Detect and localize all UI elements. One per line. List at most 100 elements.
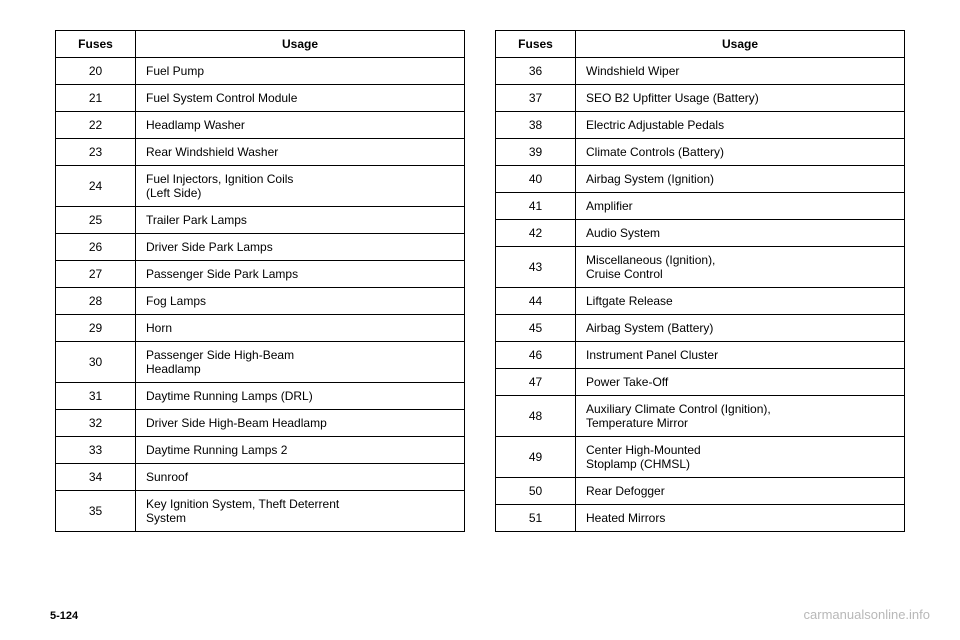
table-row: 25Trailer Park Lamps <box>56 207 465 234</box>
table-row: 23Rear Windshield Washer <box>56 139 465 166</box>
header-fuses: Fuses <box>56 31 136 58</box>
fuse-number: 29 <box>56 315 136 342</box>
fuse-number: 39 <box>496 139 576 166</box>
fuse-number: 43 <box>496 247 576 288</box>
table-row: 29Horn <box>56 315 465 342</box>
table-row: 33Daytime Running Lamps 2 <box>56 437 465 464</box>
fuse-usage: Daytime Running Lamps 2 <box>136 437 465 464</box>
header-usage: Usage <box>576 31 905 58</box>
fuse-usage: Rear Defogger <box>576 478 905 505</box>
fuse-usage: Amplifier <box>576 193 905 220</box>
fuse-usage: Horn <box>136 315 465 342</box>
table-row: 40Airbag System (Ignition) <box>496 166 905 193</box>
fuse-usage: SEO B2 Upfitter Usage (Battery) <box>576 85 905 112</box>
fuse-usage: Daytime Running Lamps (DRL) <box>136 383 465 410</box>
fuse-number: 38 <box>496 112 576 139</box>
fuse-number: 48 <box>496 396 576 437</box>
fuse-usage: Auxiliary Climate Control (Ignition),Tem… <box>576 396 905 437</box>
fuse-number: 28 <box>56 288 136 315</box>
fuse-usage: Rear Windshield Washer <box>136 139 465 166</box>
fuse-number: 51 <box>496 505 576 532</box>
table-row: 24Fuel Injectors, Ignition Coils(Left Si… <box>56 166 465 207</box>
fuse-number: 49 <box>496 437 576 478</box>
fuse-usage: Trailer Park Lamps <box>136 207 465 234</box>
fuse-usage: Climate Controls (Battery) <box>576 139 905 166</box>
table-row: 34Sunroof <box>56 464 465 491</box>
fuse-number: 45 <box>496 315 576 342</box>
fuse-number: 46 <box>496 342 576 369</box>
fuse-number: 20 <box>56 58 136 85</box>
fuse-usage: Driver Side High-Beam Headlamp <box>136 410 465 437</box>
table-row: 31Daytime Running Lamps (DRL) <box>56 383 465 410</box>
fuse-usage: Airbag System (Ignition) <box>576 166 905 193</box>
table-row: 32Driver Side High-Beam Headlamp <box>56 410 465 437</box>
fuse-number: 26 <box>56 234 136 261</box>
table-row: 46Instrument Panel Cluster <box>496 342 905 369</box>
fuse-number: 36 <box>496 58 576 85</box>
fuse-number: 23 <box>56 139 136 166</box>
fuse-number: 34 <box>56 464 136 491</box>
table-row: 48Auxiliary Climate Control (Ignition),T… <box>496 396 905 437</box>
fuse-number: 32 <box>56 410 136 437</box>
table-row: 20Fuel Pump <box>56 58 465 85</box>
table-row: 38Electric Adjustable Pedals <box>496 112 905 139</box>
fuse-usage: Airbag System (Battery) <box>576 315 905 342</box>
fuse-usage: Electric Adjustable Pedals <box>576 112 905 139</box>
fuse-number: 50 <box>496 478 576 505</box>
fuse-number: 40 <box>496 166 576 193</box>
fuse-usage: Driver Side Park Lamps <box>136 234 465 261</box>
table-row: 26Driver Side Park Lamps <box>56 234 465 261</box>
fuse-usage: Fog Lamps <box>136 288 465 315</box>
fuse-number: 30 <box>56 342 136 383</box>
fuse-number: 31 <box>56 383 136 410</box>
left-table-body: 20Fuel Pump21Fuel System Control Module2… <box>56 58 465 532</box>
fuse-usage: Heated Mirrors <box>576 505 905 532</box>
fuse-usage: Fuel System Control Module <box>136 85 465 112</box>
table-row: 45Airbag System (Battery) <box>496 315 905 342</box>
table-row: 43Miscellaneous (Ignition),Cruise Contro… <box>496 247 905 288</box>
page-number: 5-124 <box>50 610 78 622</box>
header-usage: Usage <box>136 31 465 58</box>
fuse-number: 27 <box>56 261 136 288</box>
fuse-usage: Power Take-Off <box>576 369 905 396</box>
fuse-usage: Fuel Pump <box>136 58 465 85</box>
table-row: 39Climate Controls (Battery) <box>496 139 905 166</box>
fuse-usage: Liftgate Release <box>576 288 905 315</box>
table-row: 35Key Ignition System, Theft DeterrentSy… <box>56 491 465 532</box>
fuse-number: 22 <box>56 112 136 139</box>
table-row: 44Liftgate Release <box>496 288 905 315</box>
table-row: 51Heated Mirrors <box>496 505 905 532</box>
header-fuses: Fuses <box>496 31 576 58</box>
fuse-table-right: Fuses Usage 36Windshield Wiper37SEO B2 U… <box>495 30 905 532</box>
fuse-number: 44 <box>496 288 576 315</box>
table-row: 49Center High-MountedStoplamp (CHMSL) <box>496 437 905 478</box>
fuse-usage: Fuel Injectors, Ignition Coils(Left Side… <box>136 166 465 207</box>
table-row: 50Rear Defogger <box>496 478 905 505</box>
fuse-usage: Instrument Panel Cluster <box>576 342 905 369</box>
fuse-number: 25 <box>56 207 136 234</box>
fuse-number: 21 <box>56 85 136 112</box>
fuse-usage: Passenger Side High-BeamHeadlamp <box>136 342 465 383</box>
table-row: 41Amplifier <box>496 193 905 220</box>
fuse-usage: Sunroof <box>136 464 465 491</box>
fuse-usage: Key Ignition System, Theft DeterrentSyst… <box>136 491 465 532</box>
right-table-body: 36Windshield Wiper37SEO B2 Upfitter Usag… <box>496 58 905 532</box>
table-row: 21Fuel System Control Module <box>56 85 465 112</box>
table-header-row: Fuses Usage <box>496 31 905 58</box>
fuse-usage: Center High-MountedStoplamp (CHMSL) <box>576 437 905 478</box>
watermark: carmanualsonline.info <box>804 607 930 622</box>
table-row: 30Passenger Side High-BeamHeadlamp <box>56 342 465 383</box>
table-row: 37SEO B2 Upfitter Usage (Battery) <box>496 85 905 112</box>
table-row: 36Windshield Wiper <box>496 58 905 85</box>
fuse-number: 33 <box>56 437 136 464</box>
fuse-usage: Windshield Wiper <box>576 58 905 85</box>
tables-container: Fuses Usage 20Fuel Pump21Fuel System Con… <box>50 30 910 532</box>
table-row: 28Fog Lamps <box>56 288 465 315</box>
fuse-number: 24 <box>56 166 136 207</box>
fuse-usage: Miscellaneous (Ignition),Cruise Control <box>576 247 905 288</box>
fuse-number: 47 <box>496 369 576 396</box>
table-row: 22Headlamp Washer <box>56 112 465 139</box>
table-row: 27Passenger Side Park Lamps <box>56 261 465 288</box>
fuse-table-left: Fuses Usage 20Fuel Pump21Fuel System Con… <box>55 30 465 532</box>
fuse-number: 41 <box>496 193 576 220</box>
